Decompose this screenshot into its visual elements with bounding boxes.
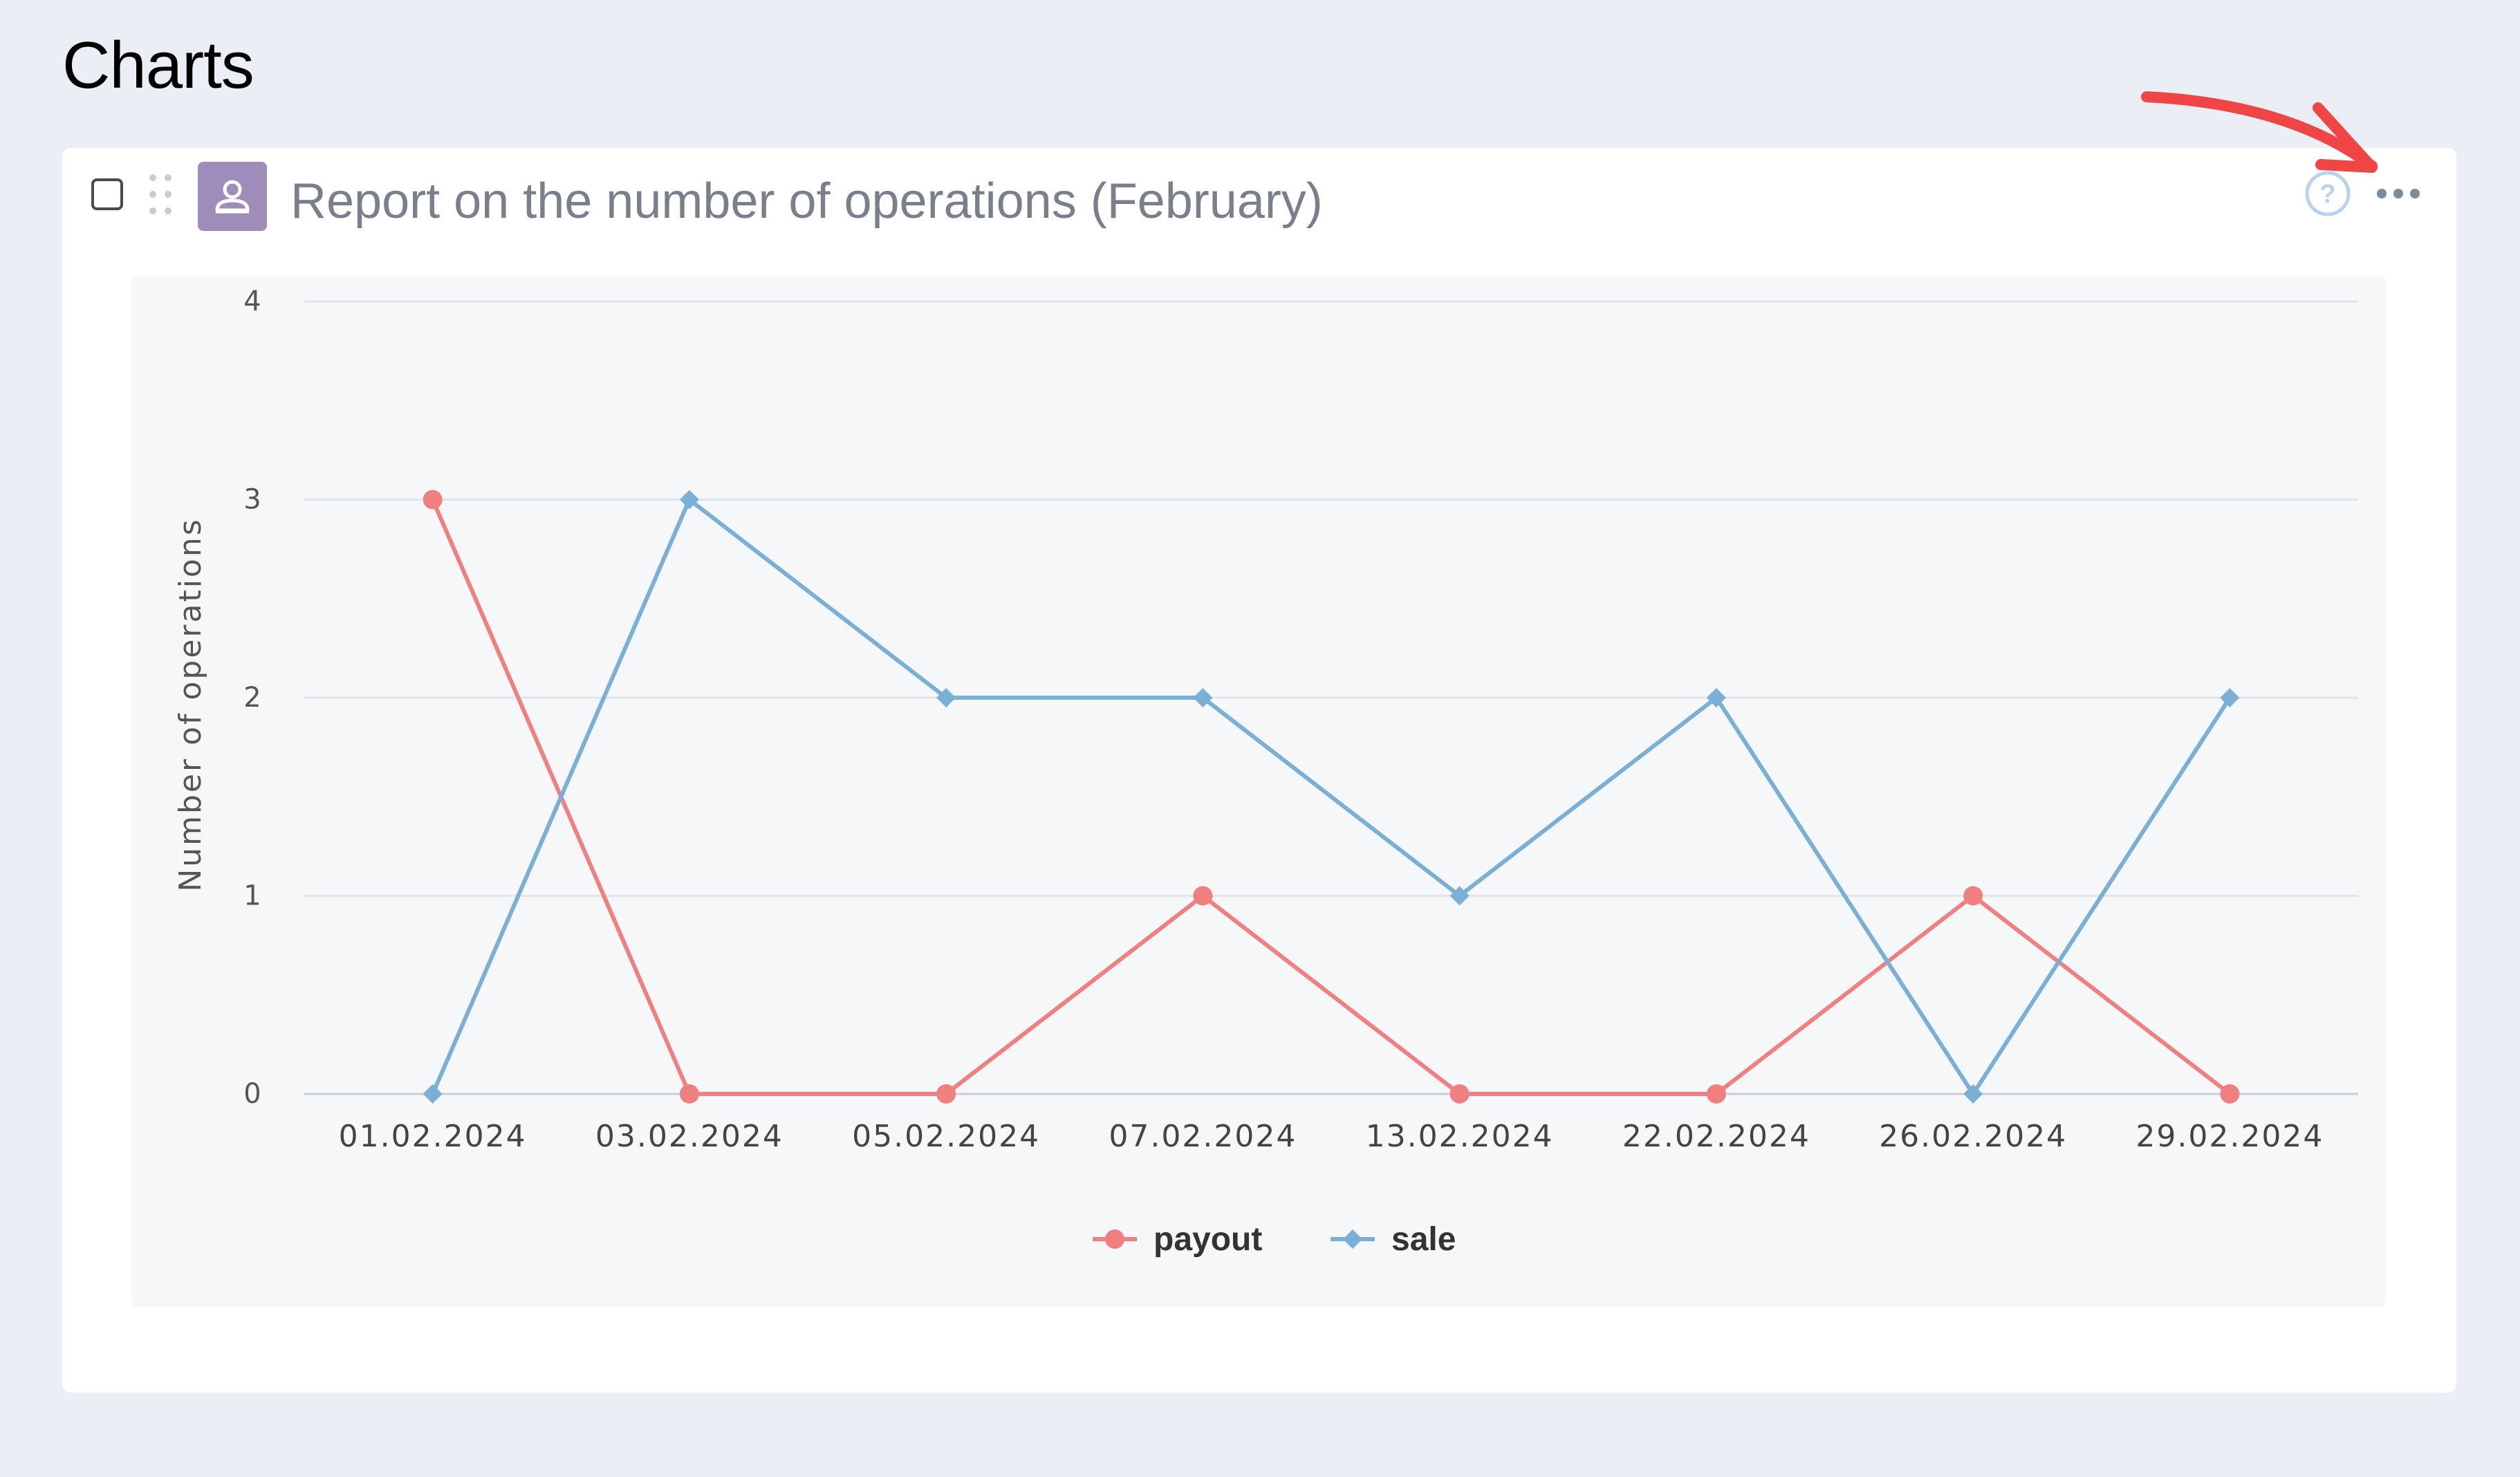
data-point-sale bbox=[1193, 688, 1213, 707]
widget-title: Report on the number of operations (Febr… bbox=[290, 174, 1323, 229]
y-tick-label: 2 bbox=[243, 682, 261, 714]
data-point-payout bbox=[679, 1084, 699, 1104]
y-tick-label: 1 bbox=[243, 880, 261, 912]
drag-handle-icon[interactable] bbox=[149, 174, 177, 221]
data-point-sale bbox=[423, 1084, 443, 1104]
legend-marker-sale bbox=[1343, 1229, 1362, 1249]
data-point-payout bbox=[1449, 1084, 1470, 1104]
legend-label-sale: sale bbox=[1391, 1221, 1456, 1258]
data-point-sale bbox=[1963, 1084, 1983, 1104]
data-point-payout bbox=[2220, 1084, 2240, 1104]
data-point-sale bbox=[679, 490, 699, 510]
page-title: Charts bbox=[62, 28, 254, 102]
x-tick-label: 22.02.2024 bbox=[1622, 1119, 1810, 1154]
data-point-sale bbox=[936, 688, 956, 707]
svg-text:?: ? bbox=[2319, 180, 2335, 209]
chart-panel bbox=[131, 275, 2386, 1307]
x-tick-label: 01.02.2024 bbox=[339, 1119, 527, 1154]
select-widget-checkbox[interactable] bbox=[91, 178, 123, 210]
x-tick-label: 07.02.2024 bbox=[1109, 1119, 1297, 1154]
data-point-payout bbox=[1193, 886, 1213, 906]
person-icon bbox=[198, 162, 267, 231]
y-tick-label: 0 bbox=[243, 1078, 261, 1110]
series-line-payout bbox=[430, 499, 2232, 1096]
x-tick-label: 13.02.2024 bbox=[1366, 1119, 1554, 1154]
data-point-payout bbox=[1706, 1084, 1726, 1104]
data-point-payout bbox=[936, 1084, 956, 1104]
data-point-payout bbox=[1963, 886, 1983, 906]
x-tick-label: 26.02.2024 bbox=[1879, 1119, 2067, 1154]
data-point-sale bbox=[2220, 688, 2240, 707]
y-axis-label: Number of operations bbox=[173, 517, 208, 891]
data-point-sale bbox=[1449, 886, 1470, 906]
red-arrow-icon bbox=[2137, 76, 2393, 187]
line-chart: 0 1 2 3 4 01.02.2024 03.02.2024 05.02.2024 07.02… bbox=[173, 286, 2358, 1258]
data-point-payout bbox=[423, 490, 443, 510]
legend-marker-payout bbox=[1105, 1229, 1124, 1249]
y-tick-label: 3 bbox=[243, 484, 261, 516]
y-tick-label: 4 bbox=[243, 286, 261, 317]
series-line-sale bbox=[430, 497, 2232, 1096]
more-options-button[interactable] bbox=[2369, 180, 2438, 207]
x-tick-label: 03.02.2024 bbox=[595, 1119, 784, 1154]
widget-header: Report on the number of operations (Febr… bbox=[62, 148, 2456, 259]
legend-label-payout: payout bbox=[1154, 1221, 1262, 1258]
x-tick-label: 29.02.2024 bbox=[2135, 1119, 2324, 1154]
x-tick-label: 05.02.2024 bbox=[852, 1119, 1040, 1154]
question-circle-icon[interactable]: ? bbox=[2303, 169, 2353, 219]
data-point-sale bbox=[1706, 688, 1726, 707]
